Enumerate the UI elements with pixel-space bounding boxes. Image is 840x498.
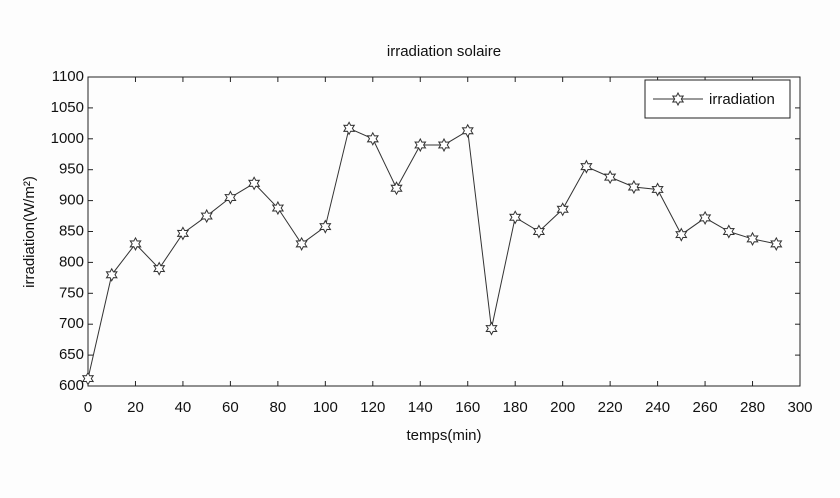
data-marker: [390, 181, 403, 196]
y-tick-label: 1000: [51, 130, 84, 147]
x-tick-label: 260: [693, 399, 718, 416]
data-marker: [247, 176, 261, 191]
legend-marker: [671, 91, 685, 107]
data-marker: [698, 210, 712, 225]
y-tick-label: 650: [59, 346, 84, 363]
x-tick-label: 0: [84, 399, 92, 416]
chart-title: irradiation solaire: [387, 43, 501, 60]
data-marker: [746, 231, 759, 246]
data-marker: [556, 202, 569, 217]
data-marker: [580, 159, 593, 174]
y-tick-label: 750: [59, 284, 84, 301]
y-tick-label: 900: [59, 192, 84, 209]
x-tick-label: 60: [222, 399, 239, 416]
data-marker: [105, 267, 118, 282]
data-marker: [651, 182, 664, 197]
data-marker: [176, 226, 190, 241]
x-tick-label: 120: [360, 399, 385, 416]
data-marker: [342, 121, 356, 136]
data-marker: [675, 227, 688, 242]
data-marker: [224, 190, 237, 205]
x-tick-label: 180: [503, 399, 528, 416]
x-tick-label: 300: [787, 399, 812, 416]
data-marker: [295, 236, 308, 251]
x-tick-label: 80: [270, 399, 287, 416]
y-tick-label: 1050: [51, 99, 84, 116]
y-tick-label: 1100: [52, 68, 84, 85]
y-tick-label: 700: [59, 315, 84, 332]
x-tick-label: 160: [455, 399, 480, 416]
y-axis-label: irradiation(W/m²): [21, 176, 38, 288]
data-marker: [81, 371, 95, 386]
data-marker: [319, 219, 332, 234]
data-marker: [153, 261, 166, 276]
data-marker: [271, 200, 285, 216]
x-tick-label: 240: [645, 399, 670, 416]
y-tick-label: 600: [59, 377, 84, 394]
y-tick-label: 850: [59, 222, 84, 239]
data-marker: [770, 236, 783, 251]
data-marker: [627, 179, 641, 195]
data-marker: [200, 208, 213, 224]
x-tick-label: 100: [313, 399, 338, 416]
x-tick-label: 200: [550, 399, 575, 416]
y-tick-label: 950: [59, 161, 84, 178]
data-marker: [722, 224, 735, 239]
data-marker: [485, 321, 498, 336]
legend-label: irradiation: [709, 91, 775, 108]
data-marker: [461, 123, 474, 138]
x-tick-label: 40: [175, 399, 192, 416]
data-marker: [437, 137, 451, 153]
data-marker: [532, 224, 546, 239]
x-tick-label: 140: [408, 399, 433, 416]
data-marker: [129, 236, 142, 251]
data-marker: [509, 210, 522, 225]
x-tick-label: 220: [598, 399, 623, 416]
data-marker: [366, 131, 379, 146]
data-marker: [603, 170, 617, 185]
data-marker: [414, 137, 427, 153]
x-tick-label: 280: [740, 399, 765, 416]
x-axis-label: temps(min): [406, 427, 481, 444]
y-tick-label: 800: [59, 253, 84, 270]
x-tick-label: 20: [127, 399, 144, 416]
